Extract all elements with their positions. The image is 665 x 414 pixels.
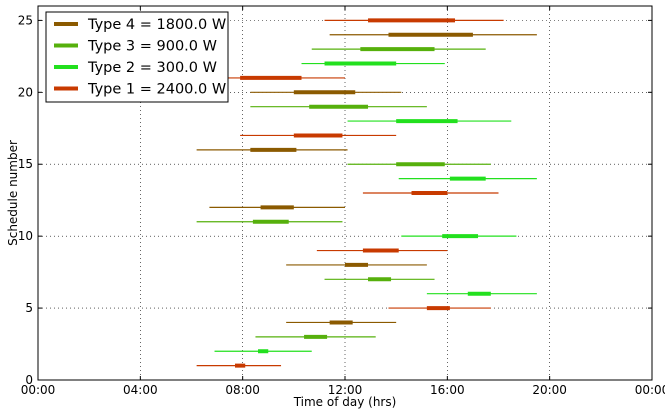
x-tick-label: 12:00 [328,383,363,397]
legend-entry-label: Type 3 = 900.0 W [87,39,217,55]
legend-entry-label: Type 2 = 300.0 W [87,60,217,76]
axis-ticks: 00:0004:0008:0012:0016:0020:0000:0005101… [18,6,665,397]
y-tick-label: 5 [25,301,33,315]
y-axis-title: Schedule number [6,140,20,246]
y-tick-label: 20 [18,85,33,99]
x-axis-title: Time of day (hrs) [293,395,397,409]
y-tick-label: 25 [18,13,33,27]
x-tick-label: 20:00 [532,383,567,397]
legend-entry-label: Type 4 = 1800.0 W [87,17,226,33]
x-tick-label: 16:00 [430,383,465,397]
x-tick-label: 00:00 [21,383,56,397]
legend: Type 4 = 1800.0 W Type 3 = 900.0 W Type 2 … [45,11,229,103]
x-tick-label: 00:00 [635,383,665,397]
legend-entry-label: Type 1 = 2400.0 W [87,82,226,98]
y-tick-label: 10 [18,229,33,243]
y-tick-label: 0 [25,373,33,387]
x-tick-label: 04:00 [123,383,158,397]
x-tick-label: 08:00 [225,383,260,397]
plot-data [196,18,537,368]
y-tick-label: 15 [18,157,33,171]
